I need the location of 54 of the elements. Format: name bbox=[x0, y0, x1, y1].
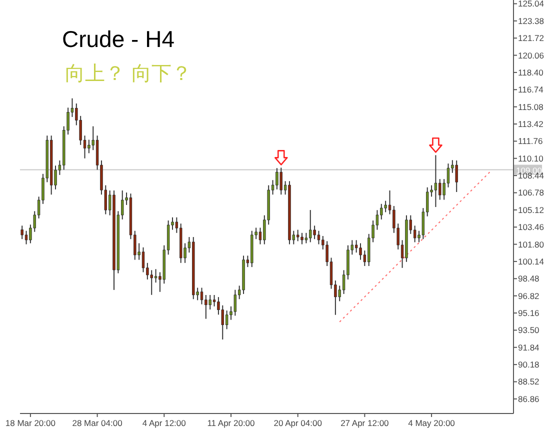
y-tick-label: 118.40 bbox=[518, 67, 544, 78]
y-tick-label: 90.18 bbox=[518, 360, 540, 370]
y-tick-label: 86.86 bbox=[518, 394, 540, 404]
candlestick bbox=[212, 294, 216, 307]
y-tick-label: 88.52 bbox=[518, 376, 540, 387]
candlestick bbox=[354, 240, 358, 254]
candlestick bbox=[434, 154, 438, 208]
y-tick-label: 96.82 bbox=[518, 290, 540, 301]
x-tick-label: 4 Apr 12:00 bbox=[142, 418, 186, 428]
x-tick-label: 18 Mar 20:00 bbox=[5, 418, 56, 428]
y-tick-label: 95.16 bbox=[518, 308, 540, 318]
candlestick bbox=[142, 246, 145, 273]
y-tick-label: 120.06 bbox=[518, 50, 544, 60]
candlestick bbox=[154, 268, 158, 284]
candlestick bbox=[20, 225, 24, 240]
y-tick-label: 93.50 bbox=[518, 325, 540, 336]
y-tick-label: 91.84 bbox=[518, 342, 540, 352]
candlestick bbox=[300, 232, 304, 245]
candlestick bbox=[208, 294, 212, 310]
y-tick-label: 105.12 bbox=[518, 204, 544, 215]
candlestick bbox=[455, 160, 458, 193]
y-tick-label: 98.48 bbox=[518, 274, 540, 284]
candlestick bbox=[234, 289, 237, 316]
y-tick-label: 110.10 bbox=[518, 153, 544, 164]
y-tick-label: 116.74 bbox=[518, 84, 544, 95]
y-tick-label: 121.72 bbox=[518, 33, 544, 44]
y-tick-label: 106.78 bbox=[518, 188, 544, 198]
candlestick bbox=[200, 287, 204, 305]
candlestick bbox=[313, 225, 316, 240]
candlestick bbox=[24, 230, 28, 245]
candlestick bbox=[384, 200, 387, 213]
y-tick-label: 123.38 bbox=[518, 16, 544, 26]
x-tick-label: 28 Mar 04:00 bbox=[72, 418, 123, 428]
candlestick bbox=[304, 232, 308, 244]
x-tick-label: 11 Apr 20:00 bbox=[207, 418, 256, 428]
candlestick bbox=[359, 242, 362, 260]
y-tick-label: 103.46 bbox=[518, 222, 544, 232]
candlestick bbox=[204, 294, 208, 320]
candlestick bbox=[317, 230, 320, 245]
x-tick-label: 20 Apr 04:00 bbox=[274, 418, 322, 428]
candlestick bbox=[225, 310, 228, 330]
y-tick-label: 115.08 bbox=[518, 102, 544, 112]
text: Crude - H4 bbox=[62, 26, 175, 52]
candlestick bbox=[276, 168, 278, 190]
text: 向上？ 向下？ bbox=[65, 61, 192, 85]
y-tick-label: 125.04 bbox=[518, 0, 544, 9]
y-tick-label: 101.80 bbox=[518, 239, 544, 250]
y-tick-label: 111.76 bbox=[518, 136, 544, 146]
y-tick-label: 113.42 bbox=[518, 119, 544, 130]
candlestick bbox=[296, 229, 300, 242]
y-tick-label: 100.14 bbox=[518, 256, 544, 266]
x-tick-label: 4 May 20:00 bbox=[408, 418, 456, 428]
x-tick-label: 27 Apr 12:00 bbox=[340, 418, 390, 428]
candlestick bbox=[88, 139, 90, 154]
